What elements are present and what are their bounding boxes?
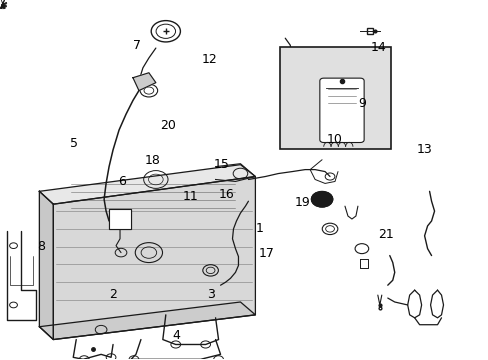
Polygon shape	[40, 302, 255, 339]
Text: 14: 14	[370, 41, 386, 54]
Text: 2: 2	[109, 288, 117, 301]
Text: 6: 6	[118, 175, 126, 188]
Text: 9: 9	[357, 97, 365, 110]
Text: 18: 18	[144, 154, 160, 167]
Text: 17: 17	[258, 247, 274, 260]
Circle shape	[311, 192, 332, 207]
Text: 16: 16	[218, 189, 234, 202]
Polygon shape	[133, 73, 156, 91]
Text: 7: 7	[133, 39, 141, 52]
Text: 1: 1	[255, 222, 263, 235]
Polygon shape	[53, 176, 255, 339]
Text: 11: 11	[182, 190, 198, 203]
Text: 15: 15	[213, 158, 229, 171]
Polygon shape	[40, 165, 255, 204]
Text: 10: 10	[326, 133, 342, 146]
Text: 5: 5	[69, 136, 78, 149]
Text: 20: 20	[160, 119, 176, 132]
Text: 12: 12	[202, 53, 217, 66]
Bar	[109, 209, 131, 229]
Polygon shape	[40, 191, 53, 339]
Bar	[280, 48, 390, 149]
Text: 21: 21	[377, 228, 393, 240]
Text: 3: 3	[206, 288, 214, 301]
FancyBboxPatch shape	[319, 78, 364, 143]
Text: 4: 4	[172, 329, 181, 342]
Text: 19: 19	[294, 195, 309, 208]
Text: 8: 8	[38, 240, 45, 253]
Text: 13: 13	[416, 143, 432, 156]
